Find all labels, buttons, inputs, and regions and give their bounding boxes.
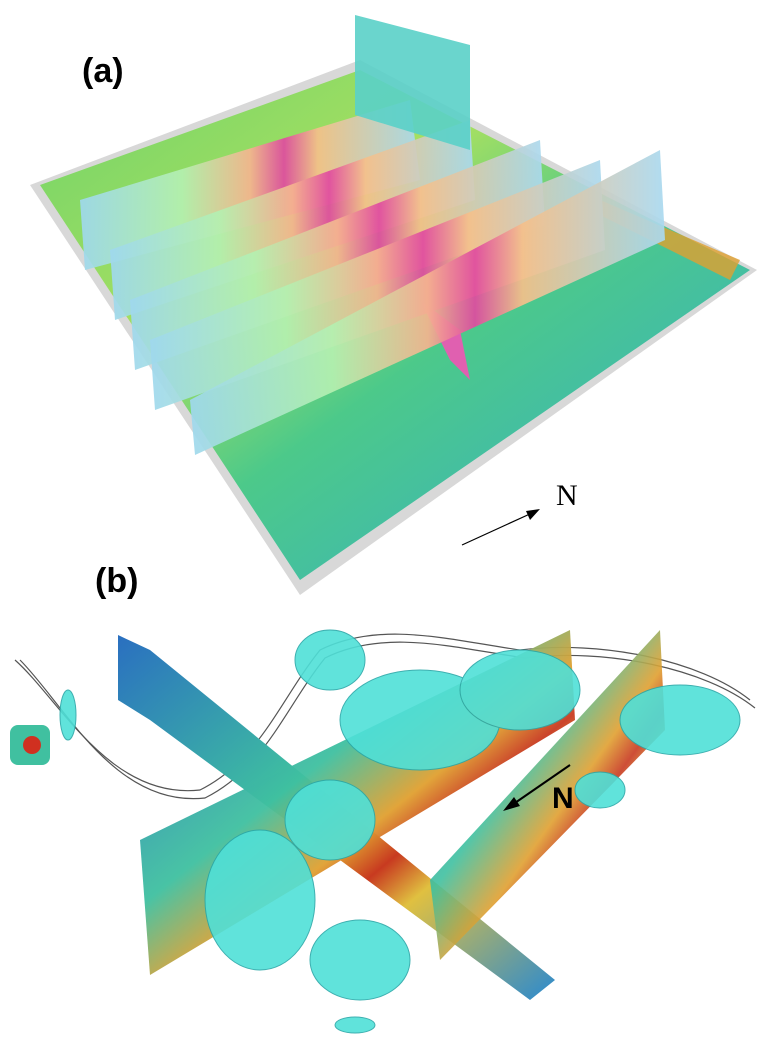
profile-slice	[190, 150, 665, 455]
isosurface	[334, 1016, 376, 1034]
section-slice	[430, 630, 665, 960]
anomaly	[23, 736, 41, 754]
isosurface	[574, 771, 626, 809]
cross-slice	[355, 15, 470, 150]
north-arrow-head	[503, 797, 520, 811]
north-label: N	[556, 479, 578, 512]
isosurface	[459, 649, 581, 731]
isosurface	[204, 829, 316, 971]
isosurface	[284, 779, 376, 861]
north-arrow	[511, 764, 571, 806]
profile-slice	[110, 120, 475, 320]
isosurface	[619, 684, 741, 756]
north-arrow	[461, 512, 533, 546]
panel-b: (b) N	[10, 562, 756, 1034]
isosurface	[59, 689, 77, 741]
north-label: N	[552, 782, 574, 815]
profile-slice	[80, 100, 420, 270]
isosurface	[294, 629, 366, 691]
panel-label: (a)	[82, 52, 124, 90]
panel-a: (a) N	[30, 15, 757, 595]
panel-label: (b)	[95, 562, 138, 600]
isosurface-group	[59, 629, 741, 1034]
north-arrow-head	[526, 509, 540, 520]
isosurface	[309, 919, 411, 1001]
profile-slice	[150, 160, 605, 410]
